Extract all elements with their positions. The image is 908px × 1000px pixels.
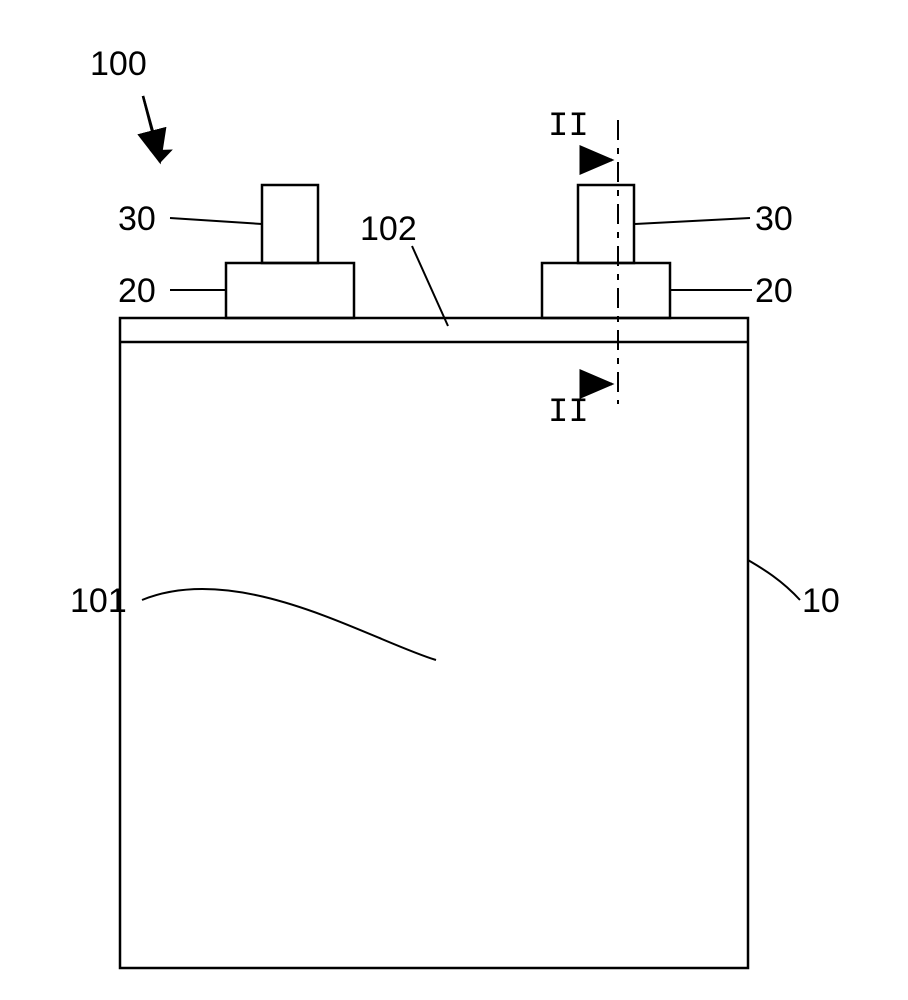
technical-diagram <box>0 0 908 1000</box>
label-10: 10 <box>802 582 840 621</box>
leader-102 <box>412 246 448 326</box>
terminal-post-right <box>578 185 634 263</box>
leader-10 <box>748 560 800 600</box>
case-body <box>120 318 748 968</box>
label-30-right: 30 <box>755 200 793 239</box>
label-assembly: 100 <box>90 45 147 84</box>
label-20-right: 20 <box>755 272 793 311</box>
leader-30-left <box>170 218 262 224</box>
label-30-left: 30 <box>118 200 156 239</box>
leader-30-right <box>634 218 750 224</box>
terminal-base-left <box>226 263 354 318</box>
terminal-post-left <box>262 185 318 263</box>
label-20-left: 20 <box>118 272 156 311</box>
label-section-bot: II <box>548 394 589 432</box>
terminal-base-right <box>542 263 670 318</box>
label-102: 102 <box>360 210 417 249</box>
label-section-top: II <box>548 108 589 146</box>
leader-101 <box>142 589 436 660</box>
label-101: 101 <box>70 582 127 621</box>
